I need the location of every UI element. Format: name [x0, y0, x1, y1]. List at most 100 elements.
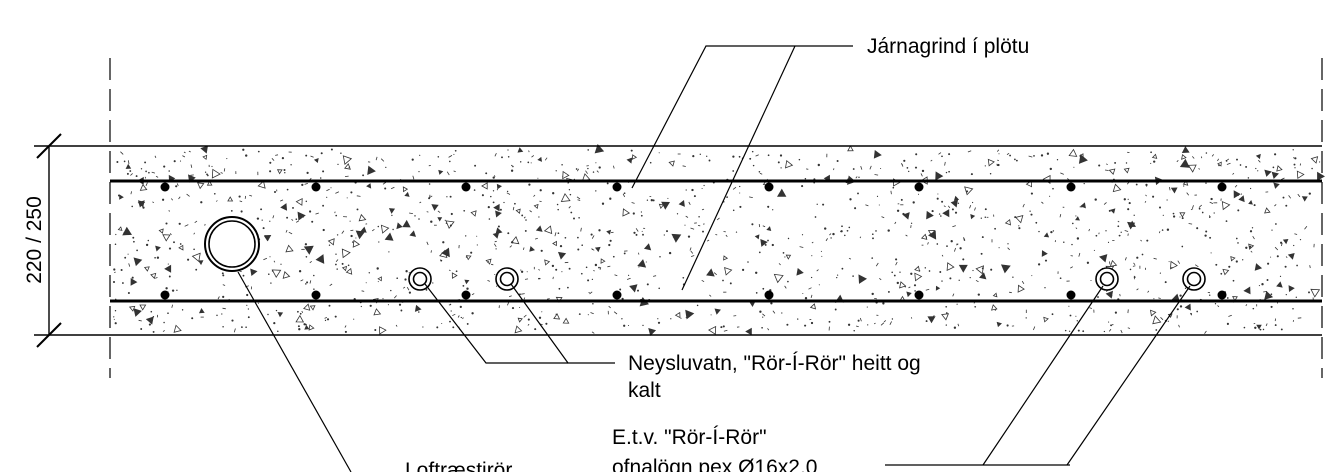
aggregate-mark	[1120, 329, 1123, 334]
aggregate-mark	[450, 212, 453, 216]
aggregate-mark	[899, 281, 907, 289]
aggregate-mark	[1236, 158, 1238, 161]
aggregate-mark	[1257, 170, 1259, 172]
aggregate-mark	[846, 229, 849, 232]
aggregate-mark	[1015, 159, 1018, 162]
aggregate-mark	[388, 208, 396, 214]
aggregate-mark	[206, 173, 209, 177]
aggregate-mark	[761, 326, 763, 329]
aggregate-mark	[912, 201, 915, 204]
aggregate-mark	[685, 189, 687, 191]
aggregate-mark	[1043, 232, 1050, 238]
aggregate-mark	[247, 308, 250, 310]
aggregate-mark	[123, 160, 126, 163]
aggregate-mark	[1155, 329, 1158, 331]
aggregate-mark	[1135, 183, 1138, 186]
aggregate-mark	[533, 203, 539, 210]
aggregate-mark	[562, 317, 570, 324]
aggregate-mark	[829, 233, 832, 236]
aggregate-mark	[448, 155, 453, 158]
aggregate-mark	[952, 293, 955, 297]
aggregate-mark	[1179, 212, 1186, 218]
aggregate-mark	[425, 289, 428, 291]
aggregate-mark	[521, 214, 524, 217]
aggregate-mark	[962, 258, 965, 261]
aggregate-mark	[984, 165, 986, 167]
aggregate-mark	[1012, 276, 1014, 278]
aggregate-mark	[128, 305, 136, 312]
aggregate-mark	[598, 266, 600, 269]
aggregate-mark	[390, 186, 395, 190]
aggregate-mark	[755, 154, 759, 157]
aggregate-mark	[1285, 293, 1287, 296]
aggregate-mark	[523, 297, 526, 300]
vent-pipe	[204, 216, 260, 272]
aggregate-mark	[221, 313, 223, 315]
aggregate-mark	[151, 171, 156, 174]
aggregate-mark	[257, 302, 259, 304]
aggregate-mark	[658, 287, 660, 290]
aggregate-mark	[145, 182, 148, 186]
aggregate-mark	[299, 312, 302, 315]
aggregate-mark	[1044, 259, 1048, 262]
aggregate-mark	[376, 267, 379, 270]
aggregate-mark	[150, 272, 157, 280]
aggregate-mark	[587, 314, 589, 316]
aggregate-mark	[745, 327, 752, 336]
aggregate-mark	[1105, 230, 1107, 232]
aggregate-mark	[587, 149, 590, 151]
aggregate-mark	[918, 270, 921, 272]
aggregate-mark	[945, 171, 948, 174]
aggregate-mark	[168, 170, 170, 172]
aggregate-mark	[1147, 290, 1150, 293]
aggregate-mark	[474, 164, 477, 167]
aggregate-mark	[476, 244, 478, 246]
aggregate-mark	[797, 318, 799, 320]
aggregate-mark	[493, 175, 496, 177]
aggregate-mark	[1190, 312, 1192, 315]
aggregate-mark	[935, 171, 944, 181]
aggregate-mark	[1029, 210, 1031, 212]
aggregate-mark	[1254, 263, 1263, 271]
aggregate-mark	[198, 260, 204, 266]
aggregate-mark	[349, 220, 351, 222]
aggregate-mark	[1021, 280, 1025, 285]
aggregate-mark	[751, 150, 754, 153]
concrete-aggregate-texture	[112, 144, 1325, 336]
aggregate-mark	[341, 230, 345, 234]
aggregate-mark	[903, 159, 906, 162]
aggregate-mark	[998, 247, 1000, 249]
aggregate-mark	[796, 267, 804, 276]
aggregate-mark	[144, 161, 147, 164]
aggregate-mark	[555, 268, 558, 271]
aggregate-mark	[981, 236, 984, 239]
aggregate-mark	[1073, 166, 1075, 168]
aggregate-mark	[1299, 239, 1302, 241]
aggregate-mark	[125, 163, 132, 169]
aggregate-mark	[930, 159, 933, 162]
aggregate-mark	[211, 165, 213, 168]
aggregate-mark	[1132, 265, 1136, 267]
aggregate-mark	[1271, 171, 1279, 179]
aggregate-mark	[1264, 290, 1274, 300]
aggregate-mark	[1176, 160, 1179, 163]
aggregate-mark	[297, 325, 300, 328]
aggregate-mark	[269, 220, 271, 222]
water-pipe-1-inner	[412, 271, 428, 287]
aggregate-mark	[925, 320, 928, 323]
aggregate-mark	[1089, 307, 1093, 309]
aggregate-mark	[117, 226, 123, 231]
aggregate-mark	[533, 194, 536, 197]
aggregate-mark	[431, 204, 439, 211]
aggregate-mark	[1213, 212, 1215, 214]
aggregate-mark	[608, 243, 611, 247]
aggregate-mark	[1237, 194, 1239, 197]
aggregate-mark	[554, 232, 557, 237]
aggregate-mark	[689, 247, 692, 251]
aggregate-mark	[770, 302, 773, 305]
aggregate-mark	[538, 268, 540, 271]
aggregate-mark	[921, 169, 925, 173]
aggregate-mark	[779, 154, 783, 157]
aggregate-mark	[402, 219, 411, 228]
aggregate-mark	[308, 324, 315, 331]
